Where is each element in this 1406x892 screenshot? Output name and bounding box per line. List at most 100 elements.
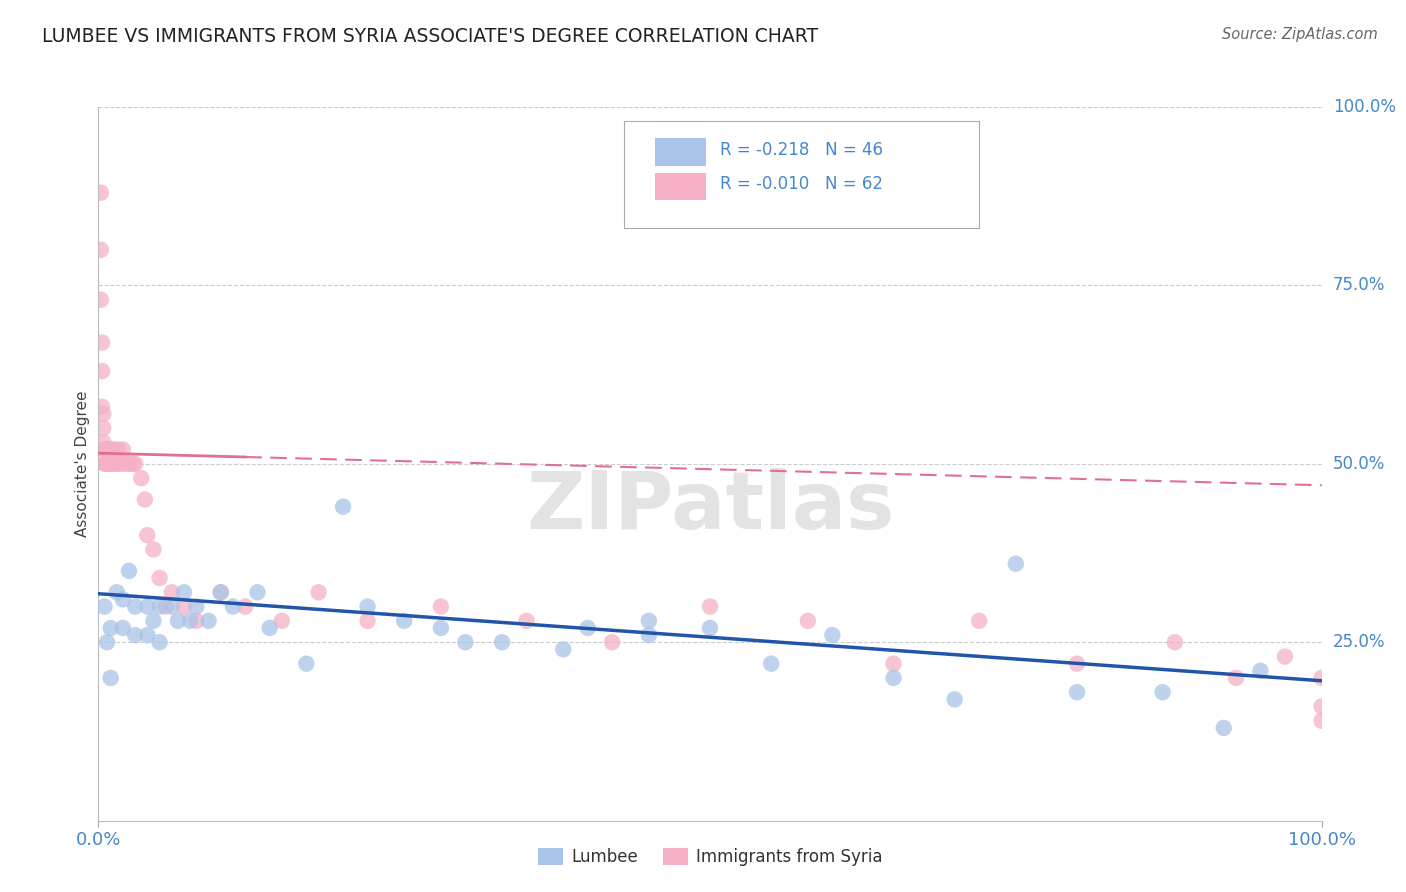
Point: [637, 628, 661, 642]
Point: [186, 599, 208, 614]
Point: [699, 599, 721, 614]
Legend: Lumbee, Immigrants from Syria: Lumbee, Immigrants from Syria: [531, 841, 889, 873]
Point: [430, 599, 453, 614]
Point: [100, 457, 122, 471]
Point: [1152, 685, 1174, 699]
Point: [233, 599, 256, 614]
Point: [761, 657, 783, 671]
Point: [121, 457, 143, 471]
Point: [105, 585, 128, 599]
Point: [93, 442, 115, 457]
Point: [1310, 714, 1333, 728]
Point: [90, 293, 112, 307]
Point: [96, 442, 118, 457]
Point: [91, 400, 114, 414]
Point: [209, 585, 232, 599]
Point: [186, 614, 208, 628]
Point: [821, 628, 844, 642]
Point: [136, 628, 159, 642]
Point: [209, 585, 232, 599]
Point: [105, 457, 128, 471]
Text: LUMBEE VS IMMIGRANTS FROM SYRIA ASSOCIATE'S DEGREE CORRELATION CHART: LUMBEE VS IMMIGRANTS FROM SYRIA ASSOCIAT…: [42, 27, 818, 45]
Point: [392, 614, 416, 628]
Point: [90, 186, 112, 200]
Point: [943, 692, 966, 706]
Point: [93, 442, 115, 457]
FancyBboxPatch shape: [624, 121, 979, 228]
Point: [111, 621, 134, 635]
Point: [356, 614, 378, 628]
Point: [96, 457, 118, 471]
Point: [149, 599, 172, 614]
Point: [356, 599, 378, 614]
Point: [1212, 721, 1234, 735]
Point: [91, 435, 114, 450]
Point: [101, 457, 124, 471]
Point: [111, 592, 134, 607]
Point: [100, 442, 122, 457]
Point: [1164, 635, 1187, 649]
Point: [883, 657, 905, 671]
Point: [110, 457, 132, 471]
Point: [699, 621, 721, 635]
Point: [142, 614, 165, 628]
Point: [155, 599, 177, 614]
Point: [1225, 671, 1247, 685]
Point: [149, 635, 172, 649]
Point: [94, 457, 117, 471]
Point: [91, 335, 114, 350]
Point: [454, 635, 477, 649]
Point: [270, 614, 294, 628]
Point: [246, 585, 269, 599]
Point: [90, 243, 112, 257]
Point: [491, 635, 513, 649]
Text: Source: ZipAtlas.com: Source: ZipAtlas.com: [1222, 27, 1378, 42]
Point: [576, 621, 599, 635]
Point: [197, 614, 219, 628]
Point: [222, 599, 245, 614]
Point: [160, 585, 183, 599]
Point: [160, 599, 183, 614]
Bar: [655, 173, 706, 200]
Point: [111, 442, 134, 457]
Point: [515, 614, 537, 628]
Point: [308, 585, 330, 599]
Point: [91, 364, 114, 378]
Point: [93, 442, 115, 457]
Point: [173, 599, 195, 614]
Text: 50.0%: 50.0%: [1333, 455, 1385, 473]
Point: [173, 585, 195, 599]
Point: [100, 621, 122, 635]
Text: 75.0%: 75.0%: [1333, 277, 1385, 294]
Point: [1066, 657, 1088, 671]
Point: [91, 421, 114, 435]
Point: [129, 471, 152, 485]
Point: [600, 635, 623, 649]
Point: [118, 457, 141, 471]
Point: [637, 614, 661, 628]
Point: [97, 442, 120, 457]
Point: [1310, 699, 1333, 714]
Point: [98, 457, 121, 471]
Point: [101, 442, 124, 457]
Point: [100, 671, 122, 685]
Point: [124, 599, 146, 614]
Point: [1274, 649, 1296, 664]
Point: [114, 457, 136, 471]
Point: [118, 564, 141, 578]
Point: [967, 614, 990, 628]
Point: [167, 614, 190, 628]
Point: [1004, 557, 1026, 571]
Point: [1249, 664, 1271, 678]
Point: [179, 614, 201, 628]
Point: [98, 442, 121, 457]
Point: [124, 628, 146, 642]
Point: [93, 457, 115, 471]
Point: [797, 614, 820, 628]
Point: [136, 599, 159, 614]
Point: [94, 442, 117, 457]
Text: R = -0.010   N = 62: R = -0.010 N = 62: [720, 175, 883, 193]
Point: [295, 657, 318, 671]
Point: [259, 621, 281, 635]
Point: [97, 457, 120, 471]
